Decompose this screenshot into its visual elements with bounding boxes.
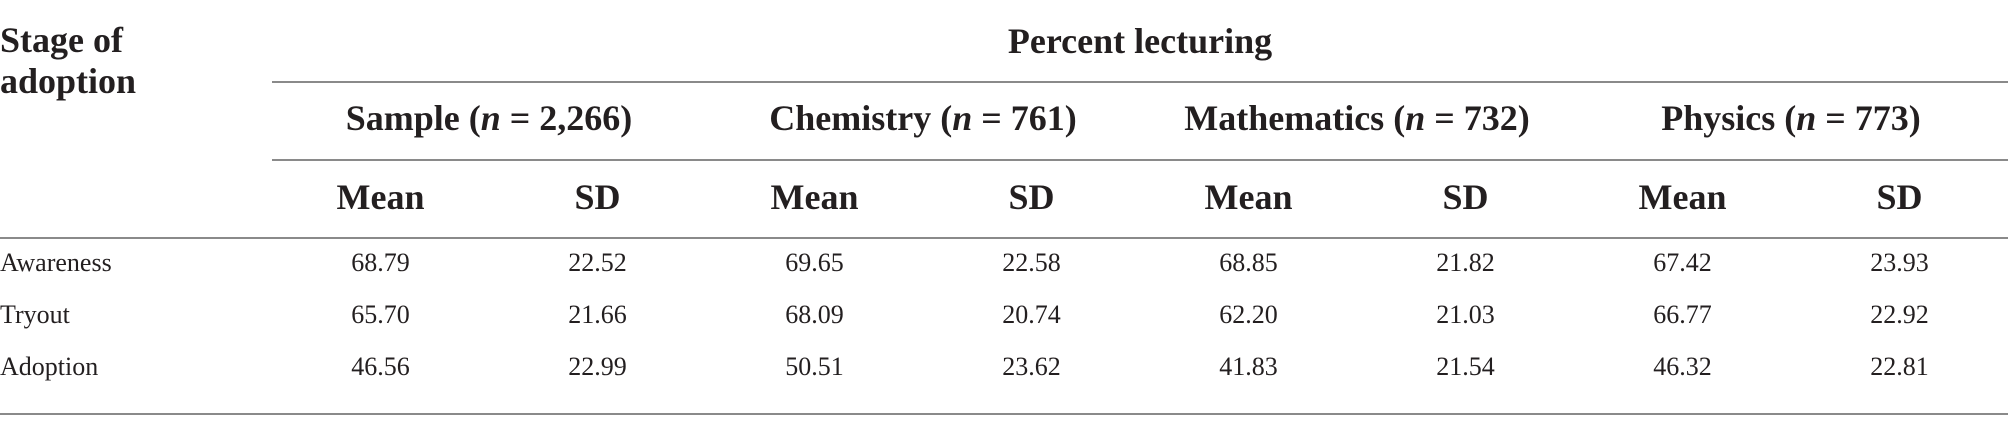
group-header-physics: Physics (n = 773)	[1661, 98, 1921, 138]
stage-header: Stage of adoption	[0, 20, 137, 101]
table-cell: 21.54	[1436, 352, 1495, 381]
table-bottom-rule	[0, 413, 2008, 415]
table-cell: 68.79	[351, 248, 410, 277]
subheader-physics-mean: Mean	[1638, 177, 1727, 217]
subheader-mathematics-sd: SD	[1442, 177, 1489, 217]
table-cell: 23.62	[1002, 352, 1061, 381]
table-cell: 20.74	[1002, 300, 1061, 329]
table-cell: 22.99	[568, 352, 627, 381]
table-cell: 62.20	[1219, 300, 1278, 329]
table-cell: 22.58	[1002, 248, 1061, 277]
group-header-chemistry: Chemistry (n = 761)	[769, 98, 1077, 138]
table-cell: 66.77	[1653, 300, 1712, 329]
table-cell: 67.42	[1653, 248, 1712, 277]
table-cell: 46.56	[351, 352, 410, 381]
table-cell: 65.70	[351, 300, 410, 329]
table-cell: 69.65	[785, 248, 844, 277]
row-label-awareness: Awareness	[0, 248, 112, 277]
subheader-chemistry-mean: Mean	[770, 177, 859, 217]
table-cell: 68.09	[785, 300, 844, 329]
table-cell: 21.03	[1436, 300, 1495, 329]
header-rule-middle	[272, 159, 2008, 161]
group-header-mathematics: Mathematics (n = 732)	[1184, 98, 1530, 138]
header-rule-top	[272, 81, 2008, 83]
table-cell: 22.52	[568, 248, 627, 277]
table-cell: 50.51	[785, 352, 844, 381]
table-cell: 68.85	[1219, 248, 1278, 277]
header-rule-bottom	[0, 237, 2008, 239]
subheader-sample-sd: SD	[574, 177, 621, 217]
subheader-sample-mean: Mean	[336, 177, 425, 217]
table-cell: 22.92	[1870, 300, 1929, 329]
row-label-tryout: Tryout	[0, 300, 70, 329]
row-label-adoption: Adoption	[0, 352, 99, 381]
table-cell: 21.82	[1436, 248, 1495, 277]
table-cell: 41.83	[1219, 352, 1278, 381]
table-cell: 22.81	[1870, 352, 1929, 381]
table-cell: 21.66	[568, 300, 627, 329]
table-cell: 23.93	[1870, 248, 1929, 277]
percent-lecturing-header: Percent lecturing	[1007, 21, 1273, 61]
table-cell: 46.32	[1653, 352, 1712, 381]
group-header-sample: Sample (n = 2,266)	[345, 98, 633, 138]
subheader-mathematics-mean: Mean	[1204, 177, 1293, 217]
subheader-chemistry-sd: SD	[1008, 177, 1055, 217]
subheader-physics-sd: SD	[1876, 177, 1923, 217]
